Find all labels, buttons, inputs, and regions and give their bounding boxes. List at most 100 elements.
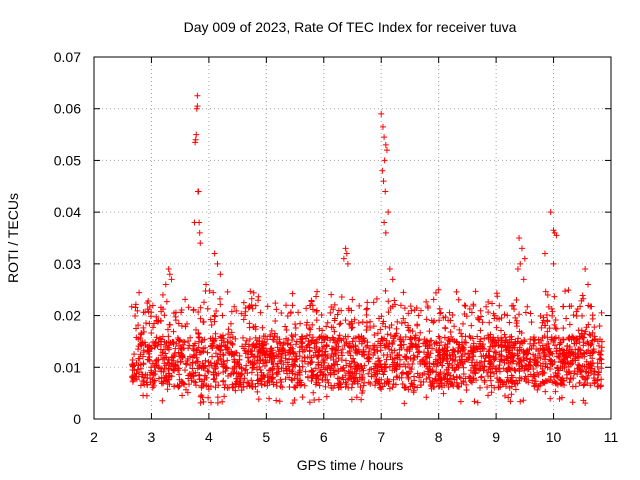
data-point: [179, 341, 186, 348]
data-point: [598, 376, 605, 383]
data-point: [560, 336, 567, 343]
data-point: [565, 369, 572, 376]
data-point: [328, 384, 335, 391]
data-point: [225, 326, 232, 333]
data-point: [336, 321, 343, 328]
data-point: [384, 331, 391, 338]
data-point: [423, 298, 430, 305]
data-point: [438, 376, 445, 383]
data-point: [587, 341, 594, 348]
data-point: [231, 369, 238, 376]
data-point: [547, 395, 554, 402]
data-point: [258, 369, 265, 376]
data-point: [387, 353, 394, 360]
data-point: [400, 341, 407, 348]
data-point: [331, 371, 338, 378]
data-point: [247, 288, 254, 295]
data-point: [290, 350, 297, 357]
data-point: [353, 394, 360, 401]
data-point: [320, 371, 327, 378]
data-point: [373, 376, 380, 383]
data-point: [540, 369, 547, 376]
data-point: [466, 333, 473, 340]
data-point: [496, 351, 503, 358]
data-point: [273, 306, 280, 313]
data-point: [582, 328, 589, 335]
data-point: [580, 382, 587, 389]
data-point: [168, 361, 175, 368]
data-point: [217, 357, 224, 364]
data-point: [313, 317, 320, 324]
data-point: [521, 357, 528, 364]
data-point: [245, 341, 252, 348]
data-point: [534, 386, 541, 393]
data-point: [438, 339, 445, 346]
data-point: [479, 344, 486, 351]
data-point: [161, 360, 168, 367]
data-point: [492, 355, 499, 362]
data-point: [514, 350, 521, 357]
data-point: [400, 315, 407, 322]
data-point: [303, 305, 310, 312]
data-point: [350, 335, 357, 342]
data-point: [542, 353, 549, 360]
data-point: [155, 364, 162, 371]
data-point: [333, 351, 340, 358]
data-point: [144, 299, 151, 306]
data-point: [188, 371, 195, 378]
data-point: [228, 370, 235, 377]
data-point: [298, 336, 305, 343]
data-point: [140, 324, 147, 331]
data-point: [504, 343, 511, 350]
data-point: [284, 312, 291, 319]
data-point: [545, 340, 552, 347]
data-point: [163, 298, 170, 305]
data-point: [134, 307, 141, 314]
data-point: [411, 306, 418, 313]
data-point: [473, 344, 480, 351]
data-point: [351, 378, 358, 385]
data-point: [385, 209, 392, 216]
data-point: [219, 398, 226, 405]
data-point: [323, 342, 330, 349]
data-point: [206, 362, 213, 369]
data-point: [140, 378, 147, 385]
data-point: [587, 365, 594, 372]
data-point: [197, 393, 204, 400]
x-tick-label: 5: [262, 429, 270, 445]
data-point: [269, 374, 276, 381]
data-point: [360, 382, 367, 389]
data-point: [192, 139, 199, 146]
data-point: [348, 396, 355, 403]
data-point: [380, 318, 387, 325]
data-point: [551, 378, 558, 385]
data-point: [358, 371, 365, 378]
data-point: [315, 361, 322, 368]
data-point: [185, 338, 192, 345]
data-point: [556, 345, 563, 352]
data-point: [572, 335, 579, 342]
data-point: [131, 351, 138, 358]
data-point: [308, 297, 315, 304]
data-point: [401, 305, 408, 312]
data-point: [224, 288, 231, 295]
data-point: [195, 344, 202, 351]
data-point: [250, 364, 257, 371]
data-point: [386, 385, 393, 392]
data-point: [453, 288, 460, 295]
data-point: [278, 354, 285, 361]
data-point: [586, 331, 593, 338]
data-point: [197, 240, 204, 247]
data-point: [544, 328, 551, 335]
data-point: [537, 313, 544, 320]
data-point: [277, 340, 284, 347]
data-point: [570, 375, 577, 382]
data-point: [449, 336, 456, 343]
data-point: [205, 386, 212, 393]
data-point: [474, 333, 481, 340]
data-point: [284, 370, 291, 377]
data-point: [447, 329, 454, 336]
data-point: [205, 383, 212, 390]
data-point: [454, 383, 461, 390]
data-point: [468, 322, 475, 329]
